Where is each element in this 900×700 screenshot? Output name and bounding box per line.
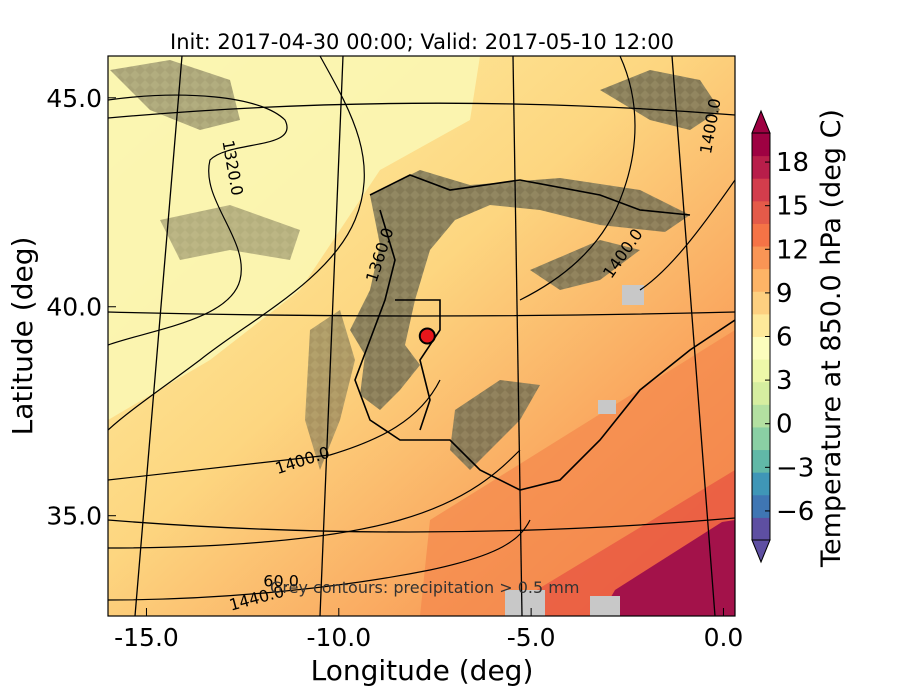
colorbar-segment (752, 223, 770, 247)
map-frame (107, 55, 736, 617)
colorbar-segment (752, 200, 770, 224)
colorbar-tick-label: 0 (776, 410, 793, 440)
gray-patches (505, 285, 644, 616)
colorbar-segment (752, 133, 770, 157)
y-axis-label: Latitude (deg) (6, 237, 39, 436)
colorbar-tick-label: −6 (776, 497, 814, 527)
colorbar-extend-low (751, 539, 771, 564)
colorbar-segment (752, 268, 770, 292)
colorbar-tick-label: 12 (776, 235, 809, 265)
colorbar-segment (752, 494, 770, 518)
colorbar-tick-label: 9 (776, 279, 793, 309)
plot-title: Init: 2017-04-30 00:00; Valid: 2017-05-1… (170, 30, 674, 54)
colorbar-tick-label: 6 (776, 323, 793, 353)
x-tick-label: -15.0 (114, 623, 179, 652)
hot-region (600, 520, 735, 616)
y-tick-label: 35.0 (46, 502, 102, 531)
colorbar-segment (752, 381, 770, 405)
x-axis-label: Longitude (deg) (311, 654, 534, 687)
precipitation-note: Grey contours: precipitation > 0.5 mm (270, 578, 579, 597)
colorbar-segment (752, 449, 770, 473)
colorbar-extend-high (751, 109, 771, 134)
colorbar-segment (752, 404, 770, 428)
colorbar-segment (752, 517, 770, 541)
colorbar-segment (752, 426, 770, 451)
x-tick-label: -5.0 (507, 623, 556, 652)
x-tick-label: 0.0 (704, 623, 744, 652)
location-marker (418, 327, 436, 345)
x-axis: -15.0 -10.0 -5.0 0.0 (114, 608, 743, 652)
colorbar-tick-label: 18 (776, 148, 809, 178)
colorbar-segment (752, 359, 770, 383)
x-tick-label: -10.0 (306, 623, 371, 652)
colorbar-tick-label: 15 (776, 192, 809, 222)
borders (354, 174, 735, 491)
colorbar-segment (752, 246, 770, 270)
colorbar-segment (752, 155, 770, 179)
colorbar-segment (752, 336, 770, 360)
colorbar-tick-label: 3 (776, 366, 793, 396)
colorbar-segment (752, 313, 770, 337)
contour-label: 60.0 (263, 572, 299, 591)
geopotential-contours (108, 56, 735, 601)
y-axis: 35.0 40.0 45.0 (46, 84, 116, 531)
graticule (108, 56, 735, 616)
colorbar-label: Temperature at 850.0 hPa (deg C) (816, 109, 847, 568)
y-tick-label: 40.0 (46, 293, 102, 322)
y-tick-label: 45.0 (46, 84, 102, 113)
colorbar-segment (752, 291, 770, 315)
map-panel: 1320.01360.01400.01400.01400.01440.060.0… (108, 56, 735, 616)
colorbar-tick-label: −3 (776, 453, 814, 483)
colorbar-segment (752, 178, 770, 202)
colorbar: −6 −3 0 3 6 9 12 15 18 (751, 109, 814, 564)
colorbar-segment (752, 472, 770, 496)
